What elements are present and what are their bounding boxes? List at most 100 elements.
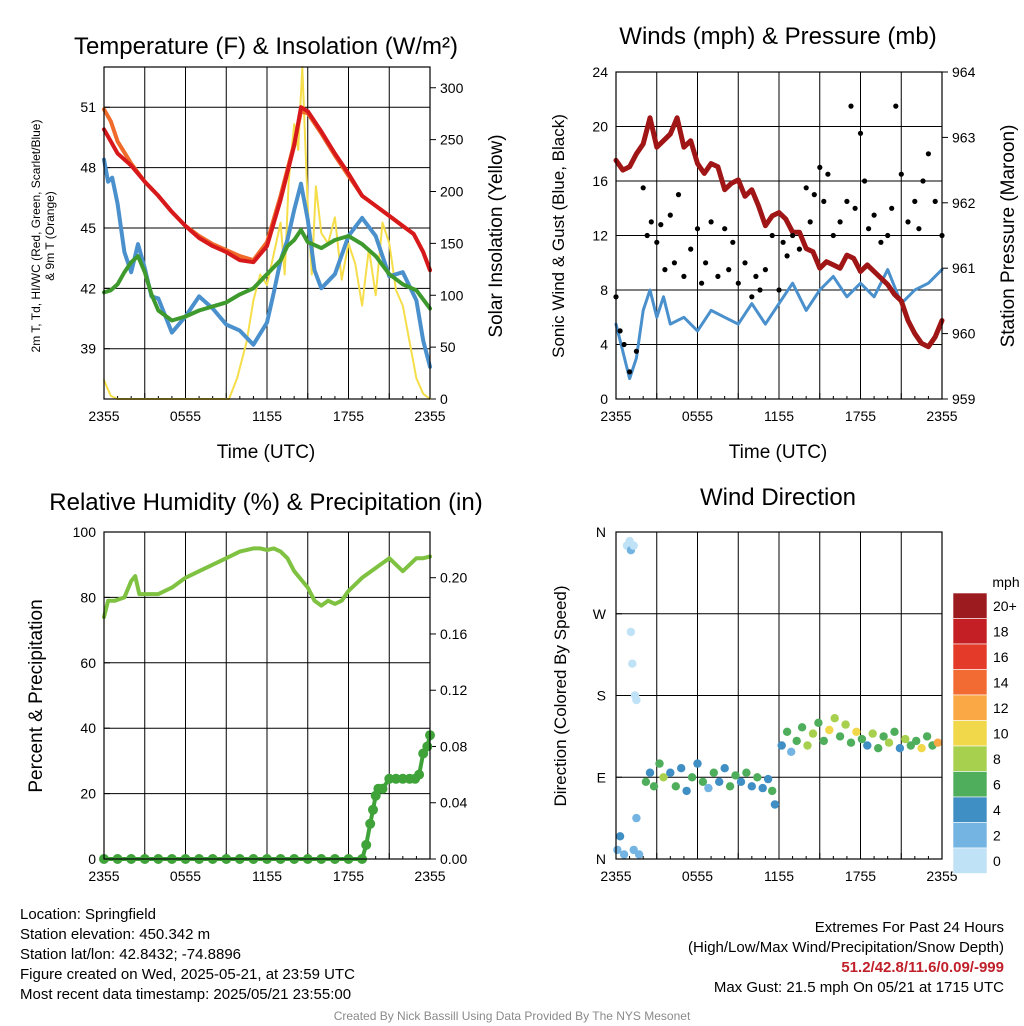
winds-point: [852, 205, 858, 211]
winds-point: [640, 185, 646, 191]
humidity-plot: [99, 531, 436, 864]
station-latlon: Station lat/lon: 42.8432; -74.8896: [20, 946, 242, 963]
temperature-y-right-tick-label: 50: [440, 339, 456, 355]
temperature-y-right-tick-label: 150: [440, 235, 464, 251]
direction-point: [874, 744, 883, 753]
direction-point: [863, 741, 872, 750]
direction-point: [782, 727, 792, 736]
winds-point: [784, 253, 790, 259]
winds-y-right-tick-label: 963: [952, 129, 976, 145]
humidity-y-left-tick-label: 0: [88, 851, 96, 867]
winds-point: [796, 246, 803, 252]
direction-point: [857, 734, 867, 744]
winds-point: [633, 348, 640, 354]
winds-point: [825, 171, 831, 177]
winds-point: [675, 192, 682, 198]
direction-point: [933, 738, 943, 747]
winds-point: [671, 260, 678, 266]
winds-point: [726, 267, 732, 273]
winds-point: [658, 222, 664, 228]
direction-ylabel-left: Direction (Colored By Speed): [551, 585, 570, 806]
temperature-y-right-tick-label: 100: [440, 287, 464, 303]
direction-point: [912, 736, 921, 746]
colorbar-label: 6: [993, 777, 1001, 793]
temperature-y-right-tick-label: 250: [440, 132, 464, 148]
winds-x-tick-label: 1755: [845, 408, 876, 424]
winds-y-left-tick-label: 20: [592, 119, 608, 135]
direction-point: [787, 747, 796, 756]
direction-point: [725, 782, 735, 791]
humidity-y-right-tick-label: 0.04: [440, 795, 467, 811]
winds-point: [916, 226, 922, 232]
winds-point: [848, 103, 854, 109]
humidity-y-right-tick-label: 0.16: [440, 626, 467, 642]
direction-point: [615, 832, 625, 841]
temperature-x-tick-label: 0555: [170, 408, 201, 424]
winds-point: [811, 192, 817, 198]
extremes-box: Extremes For Past 24 Hours (High/Low/Max…: [688, 918, 1004, 998]
temperature-series-line: [103, 66, 431, 400]
credit-line: Created By Nick Bassill Using Data Provi…: [333, 1009, 691, 1023]
direction-point: [803, 741, 812, 750]
winds-y-left-tick-label: 8: [600, 282, 608, 298]
direction-point: [632, 813, 641, 823]
direction-y-tick-label: E: [597, 769, 606, 785]
winds-point: [715, 273, 721, 279]
temperature-y-left-tick-label: 42: [80, 280, 96, 296]
temperature-series-line: [102, 157, 432, 369]
direction-point: [687, 773, 697, 782]
winds-point: [790, 232, 796, 239]
winds-ylabel-right: Station Pressure (Maroon): [998, 125, 1019, 348]
temperature-plot-border: [103, 66, 431, 400]
winds-point: [753, 273, 759, 279]
colorbar-label: 8: [993, 751, 1001, 767]
direction-point: [704, 783, 713, 793]
direction-point: [777, 741, 786, 750]
winds-point: [817, 164, 823, 170]
temperature-ylabel-left: 2m T, Td, HI/WC (Red, Green, Scarlet/Blu…: [29, 120, 43, 353]
humidity-y-right-tick-label: 0.00: [440, 851, 467, 867]
temperature-plot: [102, 66, 436, 400]
direction-y-tick-label: N: [596, 851, 606, 867]
direction-x-tick-label: 1155: [764, 868, 794, 884]
humidity-x-tick-label: 0555: [170, 868, 201, 884]
winds-point: [662, 267, 668, 273]
direction-point: [655, 759, 664, 768]
direction-point: [682, 786, 691, 796]
temperature-x-tick-label: 1755: [333, 408, 364, 424]
winds-point: [857, 130, 864, 136]
colorbar-label: 14: [993, 675, 1009, 691]
direction-point: [626, 627, 636, 637]
winds-y-left-tick-label: 4: [600, 337, 608, 353]
direction-point: [758, 783, 767, 793]
colorbar-swatch: [952, 669, 988, 696]
winds-x-tick-label: 0555: [682, 408, 713, 424]
humidity-point: [361, 839, 372, 850]
direction-x-tick-label: 0555: [682, 868, 713, 884]
direction-point: [613, 845, 622, 855]
temperature-y-right-tick-label: 200: [440, 184, 464, 200]
direction-point: [884, 738, 894, 747]
temperature-ylabel-right: Solar Insolation (Yellow): [486, 134, 507, 337]
colorbar-label: 20+: [993, 598, 1017, 614]
colorbar-label: 10: [993, 726, 1009, 742]
winds-point: [769, 232, 775, 239]
colorbar-swatch: [952, 694, 988, 721]
humidity-y-left-tick-label: 80: [80, 589, 96, 605]
winds-point: [644, 232, 650, 239]
direction-point: [677, 764, 686, 773]
direction-point: [852, 727, 861, 736]
winds-y-right-tick-label: 959: [952, 391, 976, 407]
winds-point: [925, 151, 932, 157]
direction-y-tick-label: S: [597, 688, 606, 704]
winds-xlabel: Time (UTC): [729, 442, 828, 463]
colorbar-label: 0: [993, 853, 1001, 869]
direction-point: [814, 718, 823, 727]
temperature-y-left-tick-label: 48: [80, 160, 96, 176]
colorbar-swatch: [952, 847, 988, 874]
winds-point: [780, 239, 786, 245]
direction-panel-title: Wind Direction: [700, 484, 856, 511]
direction-point: [659, 773, 668, 782]
colorbar-title: mph: [992, 574, 1019, 590]
winds-point: [694, 226, 701, 232]
